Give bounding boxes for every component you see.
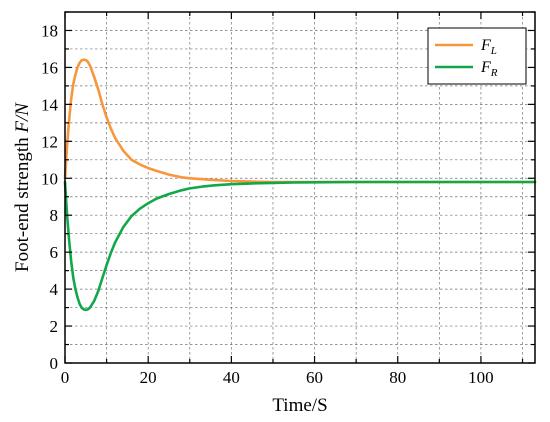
x-tick-label-0: 0: [61, 368, 70, 387]
x-tick-label-1: 20: [140, 368, 157, 387]
y-tick-label-1: 2: [50, 317, 59, 336]
y-axis-label-text: Foot-end strength: [12, 133, 33, 272]
y-tick-label-7: 14: [41, 95, 59, 114]
series-lines: [63, 58, 537, 312]
x-tick-label-4: 80: [389, 368, 406, 387]
legend-label-f-l-sub: L: [490, 45, 497, 57]
y-axis-label-variable: F/N: [12, 102, 33, 134]
plot-frame: [64, 11, 536, 364]
x-tick-label-2: 40: [223, 368, 240, 387]
y-tick-label-5: 10: [41, 169, 58, 188]
y-tick-label-0: 0: [50, 354, 59, 373]
x-axis-label: Time/S: [272, 395, 327, 416]
legend-label-f-r: FR: [480, 59, 498, 79]
legend-label-f-l-main: F: [480, 37, 491, 54]
x-tick-label-5: 100: [468, 368, 494, 387]
x-tick-label-3: 60: [306, 368, 323, 387]
y-tick-label-2: 4: [50, 280, 59, 299]
y-tick-label-6: 12: [41, 132, 58, 151]
y-tick-label-3: 6: [50, 243, 59, 262]
y-tick-label-4: 8: [50, 206, 59, 225]
y-axis-label: Foot-end strength F/N: [12, 102, 33, 272]
legend-label-f-r-sub: R: [490, 67, 498, 79]
y-tick-labels: 0 2 4 6 8 10 12 14 16 18: [41, 21, 59, 373]
legend-label-f-l: FL: [480, 37, 497, 57]
y-tick-label-9: 18: [41, 21, 58, 40]
legend-label-f-r-main: F: [480, 59, 491, 76]
legend: FL FR: [427, 27, 527, 85]
y-tick-label-8: 16: [41, 58, 58, 77]
x-tick-labels: 0 20 40 60 80 100: [61, 368, 494, 387]
series-line-f-r: [63, 180, 537, 312]
legend-box: [427, 27, 527, 85]
grid: [65, 12, 535, 363]
